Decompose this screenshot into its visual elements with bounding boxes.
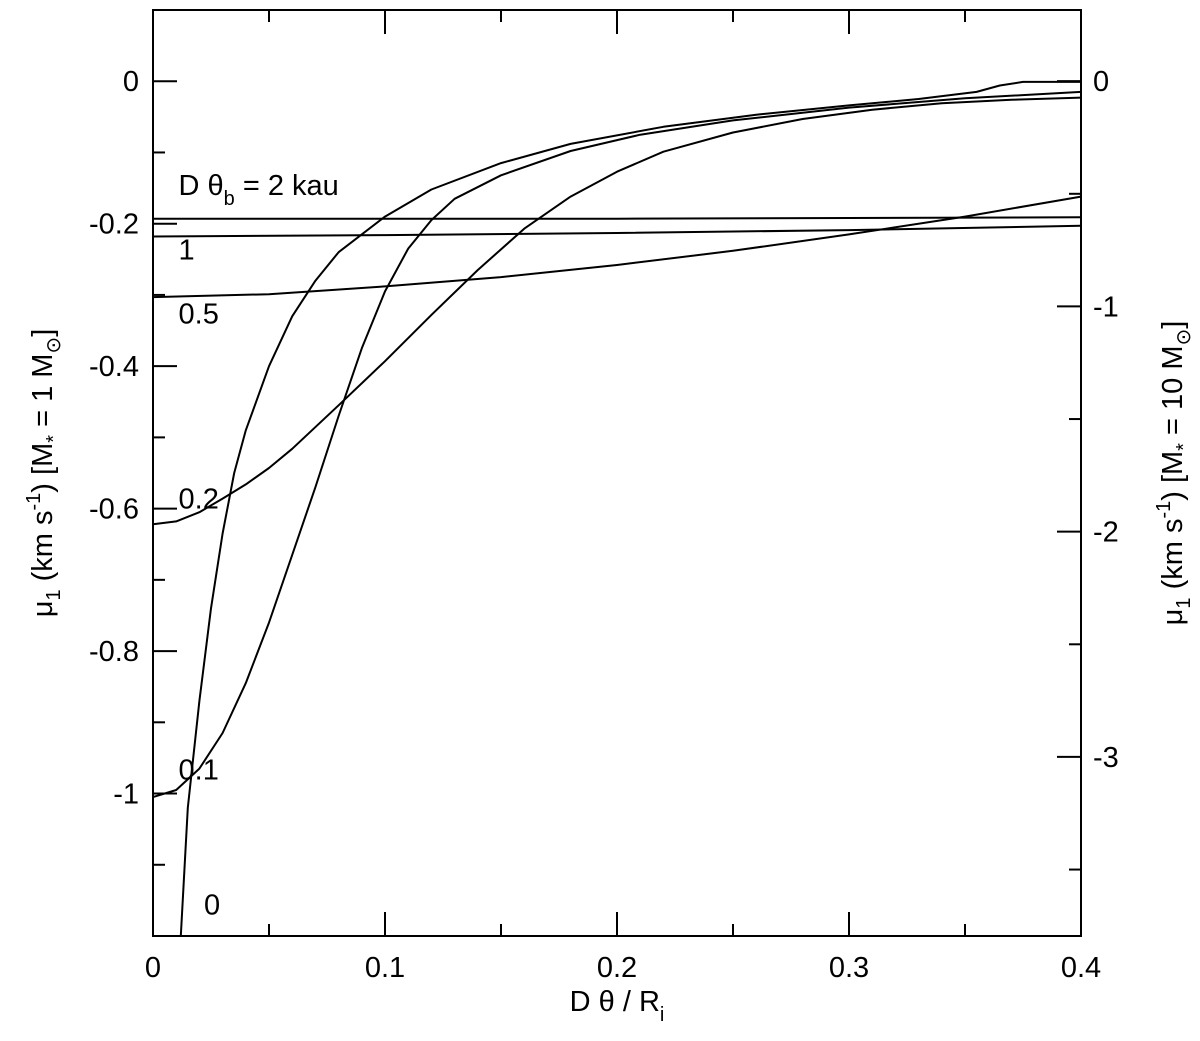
y-right-tick-label: -3 — [1093, 742, 1119, 774]
ticks: 0 0.1 0.2 0.3 0.4 0 -0.2 -0.4 -0.6 -0.8 -1 0 -1 -2 -3 — [89, 10, 1119, 984]
y-left-tick-label: -0.4 — [89, 351, 139, 383]
y-left-tick-label: -1 — [113, 779, 139, 811]
series-line-1 — [152, 224, 1082, 238]
series-label-2: 0.5 — [179, 298, 219, 330]
y-left-tick-label: -0.2 — [89, 209, 139, 241]
series-label-4: 0.1 — [179, 754, 219, 786]
series-label-1: 1 — [179, 234, 195, 266]
series-line-2 — [152, 195, 1082, 299]
x-axis-title: D θ / Ri — [570, 986, 665, 1026]
x-tick-label: 0.2 — [597, 952, 637, 984]
y-right-tick-label: 0 — [1093, 66, 1109, 98]
series-line-0 — [153, 216, 1082, 220]
y-axis-title-right: μ1 (km s-1) [M* = 10 M⊙] — [1153, 321, 1195, 626]
series-label-0: D θb = 2 kau — [179, 170, 339, 210]
x-tick-label: 0.4 — [1061, 952, 1101, 984]
series-label-5: 0 — [204, 890, 220, 922]
plot-frame — [152, 9, 1082, 937]
series-line-5 — [179, 80, 1081, 937]
y-left-tick-label: 0 — [123, 66, 139, 98]
x-tick-label: 0 — [145, 952, 161, 984]
y-right-tick-label: -2 — [1093, 517, 1119, 549]
curves — [152, 80, 1082, 937]
x-tick-label: 0.1 — [365, 952, 405, 984]
y-left-tick-label: -0.8 — [89, 636, 139, 668]
labels: D θb = 2 kau 1 0.5 0.2 0.1 0 — [179, 170, 339, 921]
y-right-tick-label: -1 — [1093, 291, 1119, 323]
y-axis-title-left: μ1 (km s-1) [M* = 1 M⊙] — [23, 329, 65, 618]
x-tick-label: 0.3 — [829, 952, 869, 984]
y-left-tick-label: -0.6 — [89, 494, 139, 526]
series-label-3: 0.2 — [179, 484, 219, 516]
series-line-3 — [152, 96, 1082, 526]
series-line-4 — [152, 90, 1082, 799]
